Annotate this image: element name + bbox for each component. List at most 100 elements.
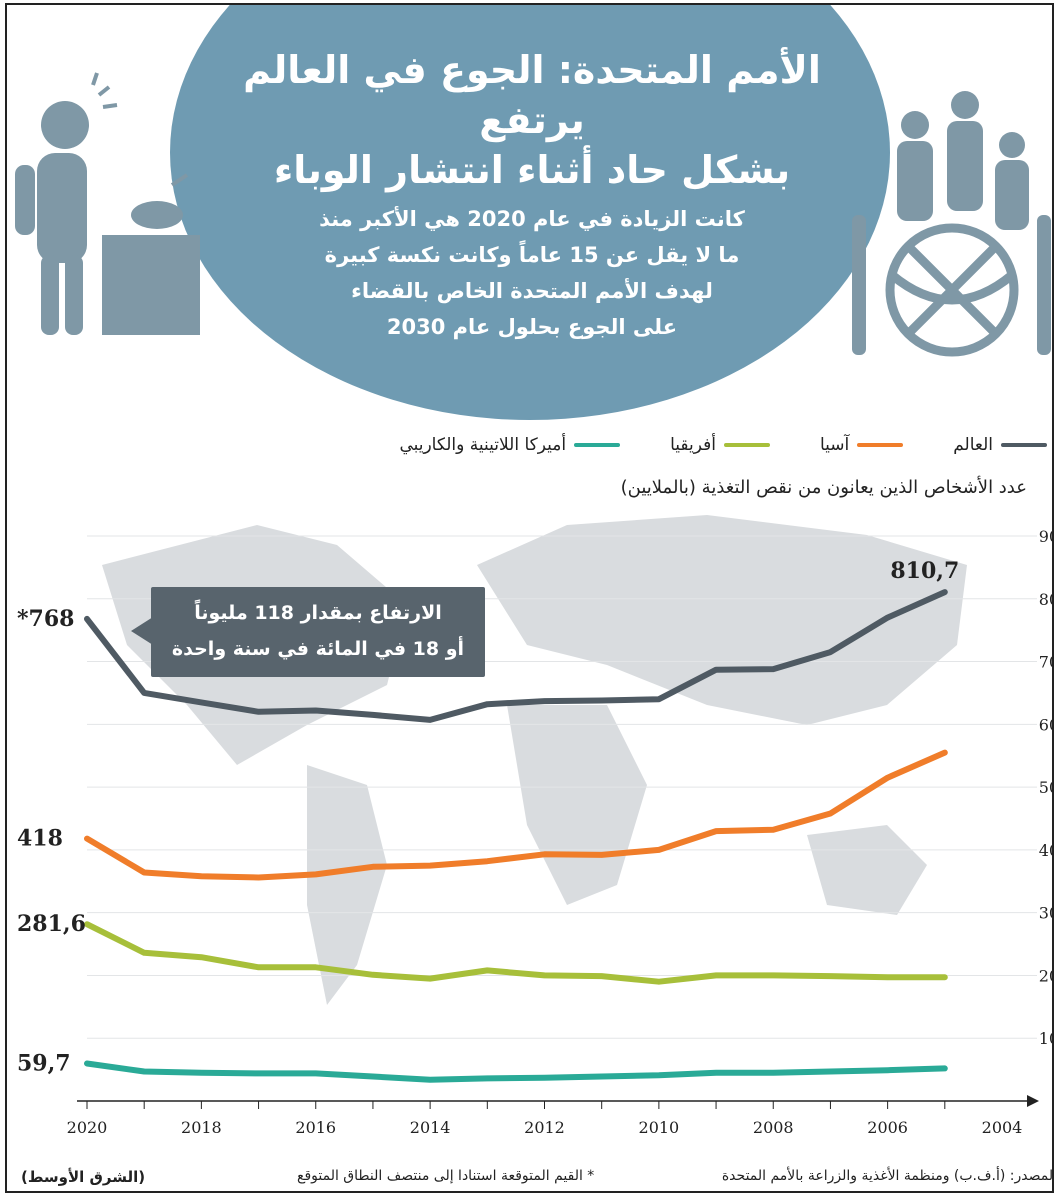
data-point-latam bbox=[770, 1070, 776, 1076]
data-point-latam bbox=[942, 1065, 948, 1071]
data-point-world bbox=[942, 589, 948, 595]
subtitle: كانت الزيادة في عام 2020 هي الأكبر منذ م… bbox=[237, 201, 827, 345]
x-tick-label: 2018 bbox=[181, 1118, 222, 1137]
x-axis-arrow bbox=[1027, 1095, 1039, 1107]
map-landmass bbox=[307, 765, 387, 1005]
callout-line-2: أو 18 في المائة في سنة واحدة bbox=[171, 638, 465, 660]
data-point-world bbox=[885, 615, 891, 621]
legend-item-latam: أميركا اللاتينية والكاريبي bbox=[399, 430, 621, 460]
data-point-asia bbox=[84, 836, 90, 842]
map-landmass bbox=[807, 825, 927, 915]
data-point-africa bbox=[370, 972, 376, 978]
data-point-asia bbox=[656, 847, 662, 853]
data-point-world bbox=[370, 712, 376, 718]
data-point-latam bbox=[713, 1070, 719, 1076]
data-point-latam bbox=[256, 1070, 262, 1076]
chart-legend: العالم آسيا أفريقيا أميركا اللاتينية وال… bbox=[257, 430, 1047, 460]
data-point-world bbox=[427, 717, 433, 723]
subtitle-line-3: لهدف الأمم المتحدة الخاص بالقضاء bbox=[351, 279, 713, 303]
data-point-latam bbox=[542, 1075, 547, 1081]
legend-label-world: العالم bbox=[953, 435, 993, 455]
data-point-world bbox=[770, 666, 776, 672]
data-point-asia bbox=[827, 810, 833, 816]
y-tick-label: 400 bbox=[1039, 841, 1054, 860]
legend-swatch-latam bbox=[574, 443, 621, 447]
data-point-africa bbox=[84, 921, 90, 927]
end-value-label-world: *768 bbox=[17, 606, 74, 632]
x-tick-label: 2010 bbox=[639, 1118, 680, 1137]
series-line-asia bbox=[84, 749, 948, 881]
data-point-africa bbox=[313, 964, 319, 970]
last-value-label-world: 810,7 bbox=[890, 558, 959, 584]
data-point-latam bbox=[484, 1075, 490, 1081]
data-point-world bbox=[141, 690, 147, 696]
infographic-frame: الأمم المتحدة: الجوع في العالم يرتفع بشك… bbox=[5, 3, 1054, 1193]
footer-brand: (الشرق الأوسط) bbox=[21, 1168, 146, 1186]
end-value-label-latam: 59,7 bbox=[17, 1051, 71, 1077]
data-point-world bbox=[198, 699, 204, 705]
subtitle-line-1: كانت الزيادة في عام 2020 هي الأكبر منذ bbox=[319, 207, 745, 231]
x-tick-label: 2012 bbox=[524, 1118, 565, 1137]
data-point-africa bbox=[713, 972, 719, 978]
data-point-asia bbox=[427, 863, 433, 869]
data-point-world bbox=[656, 696, 662, 702]
data-point-asia bbox=[542, 851, 547, 857]
data-point-asia bbox=[484, 858, 490, 864]
data-point-latam bbox=[84, 1061, 90, 1067]
y-tick-label: 500 bbox=[1039, 778, 1054, 797]
end-value-label-asia: 418 bbox=[17, 826, 63, 852]
title-line-2: بشكل حاد أثناء انتشار الوباء bbox=[273, 148, 791, 192]
map-landmass bbox=[477, 515, 967, 725]
footer-source: المصدر: (أ.ف.ب) ومنظمة الأغذية والزراعة … bbox=[721, 1168, 1054, 1184]
series-line-africa bbox=[84, 921, 948, 985]
footer-note: * القيم المتوقعة استنادا إلى منتصف النطا… bbox=[297, 1168, 595, 1184]
x-tick-label: 2020 bbox=[67, 1118, 108, 1137]
data-point-world bbox=[313, 708, 319, 714]
data-point-africa bbox=[770, 972, 776, 978]
y-tick-label: 600 bbox=[1039, 715, 1054, 734]
header-circle bbox=[170, 5, 890, 420]
y-tick-label: 900 bbox=[1039, 527, 1054, 546]
data-point-africa bbox=[198, 954, 204, 960]
data-point-world bbox=[484, 701, 490, 707]
title-line-1: الأمم المتحدة: الجوع في العالم يرتفع bbox=[243, 48, 821, 142]
legend-label-asia: آسيا bbox=[819, 435, 850, 455]
data-point-asia bbox=[141, 869, 147, 875]
callout-box: الارتفاع بمقدار 118 مليوناً أو 18 في الم… bbox=[151, 587, 485, 677]
data-point-asia bbox=[885, 775, 891, 781]
data-point-asia bbox=[942, 750, 948, 756]
callout-pointer bbox=[131, 617, 153, 645]
globe-people-illustration bbox=[852, 91, 1051, 357]
legend-item-africa: أفريقيا bbox=[670, 430, 770, 460]
data-point-africa bbox=[542, 972, 547, 978]
series-line-world bbox=[84, 589, 948, 723]
legend-swatch-asia bbox=[857, 443, 904, 447]
data-point-world bbox=[713, 667, 719, 673]
data-point-world bbox=[827, 649, 833, 655]
data-point-africa bbox=[141, 950, 147, 956]
data-point-world bbox=[256, 709, 262, 715]
y-tick-label: 300 bbox=[1039, 904, 1054, 923]
y-tick-label: 800 bbox=[1039, 590, 1054, 609]
subtitle-line-4: على الجوع بحلول عام 2030 bbox=[386, 315, 678, 339]
data-point-asia bbox=[313, 871, 319, 877]
legend-item-asia: آسيا bbox=[819, 430, 904, 460]
data-point-africa bbox=[942, 974, 948, 980]
callout-line-1: الارتفاع بمقدار 118 مليوناً bbox=[194, 602, 442, 624]
data-point-world bbox=[599, 697, 605, 703]
y-tick-label: 200 bbox=[1039, 966, 1054, 985]
data-point-africa bbox=[484, 967, 490, 973]
data-point-asia bbox=[198, 873, 204, 879]
data-point-asia bbox=[370, 864, 376, 870]
x-tick-label: 2014 bbox=[410, 1118, 451, 1137]
data-point-asia bbox=[599, 852, 605, 858]
data-point-asia bbox=[770, 827, 776, 833]
series-line-latam bbox=[84, 1060, 948, 1083]
data-point-asia bbox=[713, 828, 719, 834]
legend-label-latam: أميركا اللاتينية والكاريبي bbox=[399, 435, 567, 455]
y-tick-label: 100 bbox=[1039, 1029, 1054, 1048]
legend-swatch-africa bbox=[723, 443, 770, 447]
data-point-latam bbox=[370, 1074, 376, 1080]
y-tick-label: 700 bbox=[1039, 653, 1054, 672]
data-point-africa bbox=[427, 976, 433, 982]
